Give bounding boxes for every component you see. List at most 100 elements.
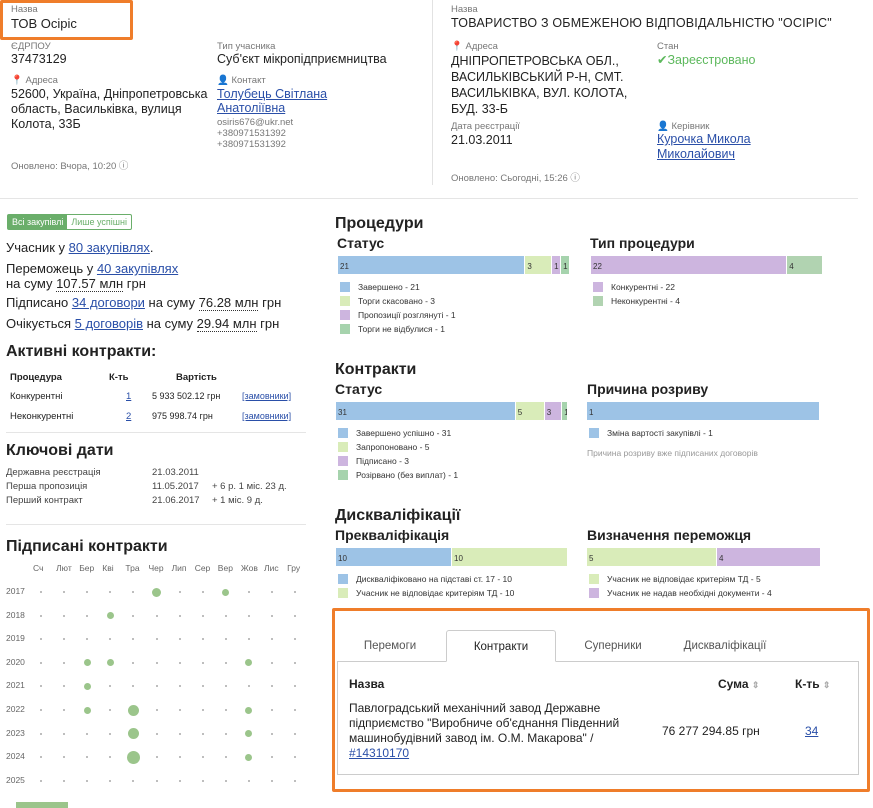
signed-link[interactable]: 34 договори bbox=[71, 295, 145, 310]
empty-month-dot bbox=[109, 591, 112, 593]
winner-link[interactable]: 40 закупівлях bbox=[96, 261, 179, 276]
month-label: Чер bbox=[148, 563, 164, 573]
tab-contracts[interactable]: Контракти bbox=[446, 630, 556, 662]
col-name-header[interactable]: Назва bbox=[349, 677, 385, 691]
head-link[interactable]: Курочка Микола Миколайович bbox=[657, 132, 751, 161]
empty-month-dot bbox=[201, 709, 204, 711]
empty-month-dot bbox=[86, 638, 89, 641]
proc-status-legend-item: Торги скасовано - 3 bbox=[340, 296, 435, 306]
signed-month-dot[interactable] bbox=[127, 728, 139, 740]
proc-type-title: Тип процедури bbox=[590, 235, 695, 251]
contact-label: 👤 Контакт bbox=[217, 75, 266, 86]
col-sum-header[interactable]: Сума ⇕ bbox=[718, 677, 760, 691]
help-icon[interactable]: ⓘ bbox=[118, 161, 129, 172]
col-count-header[interactable]: К-ть ⇕ bbox=[795, 677, 831, 691]
disq-pre-bar-segment: 10 bbox=[336, 548, 451, 566]
empty-month-dot bbox=[178, 756, 181, 759]
contracts-status-legend-item: Підписано - 3 bbox=[338, 456, 409, 466]
empty-month-dot bbox=[294, 709, 297, 711]
signed-month-dot[interactable] bbox=[83, 682, 91, 690]
month-label: Кві bbox=[102, 563, 114, 573]
tab-disqualifications[interactable]: Дискваліфікації bbox=[683, 640, 767, 652]
empty-month-dot bbox=[178, 779, 181, 782]
help-icon[interactable]: ⓘ bbox=[570, 173, 580, 184]
empty-month-dot bbox=[224, 661, 227, 664]
proc-status-bar-segment: 21 bbox=[338, 256, 525, 274]
status-value: ✔Зареєстровано bbox=[657, 53, 756, 67]
empty-month-dot bbox=[201, 661, 204, 664]
signed-month-dot[interactable] bbox=[245, 659, 253, 667]
empty-month-dot bbox=[63, 779, 66, 782]
tab-competitors[interactable]: Суперники bbox=[584, 640, 642, 652]
contracts-reason-title: Причина розриву bbox=[587, 381, 709, 397]
signed-month-dot[interactable] bbox=[126, 750, 140, 764]
empty-month-dot bbox=[294, 661, 297, 664]
year-label: 2017 bbox=[6, 586, 25, 596]
signed-month-dot[interactable] bbox=[245, 730, 253, 738]
contact-name-link[interactable]: Толубець Світлана Анатоліївна bbox=[217, 87, 328, 115]
proc-type-legend-item: Конкурентні - 22 bbox=[593, 282, 675, 292]
year-label: 2019 bbox=[6, 633, 25, 644]
empty-month-dot bbox=[178, 661, 181, 664]
empty-month-dot bbox=[109, 709, 112, 711]
customers-link[interactable]: [замовники] bbox=[242, 411, 292, 421]
header-bottom-divider bbox=[0, 198, 858, 199]
customers-link[interactable]: [замовники] bbox=[242, 391, 292, 401]
disq-win-legend-item: Учасник не надав необхідні документи - 4 bbox=[589, 588, 772, 598]
proc-type-legend-item: Неконкурентні - 4 bbox=[593, 296, 680, 306]
signed-month-dot[interactable] bbox=[106, 612, 114, 620]
empty-month-dot bbox=[40, 638, 42, 641]
check-icon: ✔ bbox=[657, 53, 668, 67]
signed-month-dot[interactable] bbox=[245, 706, 253, 714]
empty-month-dot bbox=[40, 709, 42, 711]
signed-month-dot[interactable] bbox=[127, 704, 139, 716]
empty-month-dot bbox=[63, 756, 66, 759]
empty-month-dot bbox=[294, 638, 297, 641]
sort-icon[interactable]: ⇕ bbox=[751, 680, 760, 690]
contracts-status-bar-segment: 31 bbox=[336, 402, 515, 420]
month-label: Бер bbox=[79, 563, 95, 573]
address-value: 52600, Україна, Дніпропетровська область… bbox=[11, 87, 208, 131]
tabs-highlight-box bbox=[332, 608, 870, 792]
filter-won-button[interactable]: Лише успішні bbox=[71, 217, 127, 227]
signed-month-dot[interactable] bbox=[83, 659, 91, 667]
empty-month-dot bbox=[201, 779, 204, 782]
empty-month-dot bbox=[155, 756, 158, 759]
proc-type-bar-segment: 4 bbox=[787, 256, 822, 274]
signed-month-dot[interactable] bbox=[152, 587, 161, 597]
disq-win-title: Визначення переможця bbox=[587, 527, 752, 543]
empty-month-dot bbox=[63, 685, 66, 688]
month-label: Тра bbox=[125, 563, 140, 573]
empty-month-dot bbox=[86, 756, 89, 759]
signed-month-dot[interactable] bbox=[245, 753, 253, 761]
expected-link[interactable]: 5 договорів bbox=[74, 316, 143, 331]
filter-all-button[interactable]: Всі закупівлі bbox=[8, 215, 68, 229]
active-count-link[interactable]: 1 bbox=[126, 391, 132, 402]
proc-type-bar-segment: 22 bbox=[591, 256, 787, 274]
tab-wins[interactable]: Перемоги bbox=[363, 640, 417, 652]
empty-month-dot bbox=[224, 709, 227, 711]
empty-month-dot bbox=[247, 591, 250, 593]
empty-month-dot bbox=[201, 614, 204, 617]
reason-note: Причина розриву вже підписаних договорів bbox=[587, 448, 758, 458]
map-pin-icon: 📍 bbox=[11, 75, 23, 86]
empty-month-dot bbox=[109, 779, 112, 782]
signed-month-dot[interactable] bbox=[106, 659, 114, 667]
signed-month-dot[interactable] bbox=[222, 588, 230, 596]
row-count-link[interactable]: 34 bbox=[805, 724, 819, 738]
participant-link[interactable]: 80 закупівлях bbox=[68, 240, 150, 255]
sort-icon[interactable]: ⇕ bbox=[822, 680, 831, 690]
active-count-link[interactable]: 2 bbox=[126, 411, 132, 422]
empty-month-dot bbox=[132, 638, 135, 641]
empty-month-dot bbox=[132, 779, 135, 782]
empty-month-dot bbox=[224, 638, 227, 641]
disq-win-bar-segment: 4 bbox=[717, 548, 820, 566]
tender-link[interactable]: #14310170 bbox=[349, 746, 410, 760]
empty-month-dot bbox=[132, 685, 135, 688]
winner-line: Переможець у 40 закупівлях на суму 107.57… bbox=[6, 261, 179, 292]
proc-status-legend-item: Завершено - 21 bbox=[340, 282, 420, 292]
month-label: Гру bbox=[287, 563, 301, 573]
empty-month-dot bbox=[201, 756, 204, 759]
empty-month-dot bbox=[63, 709, 66, 711]
signed-month-dot[interactable] bbox=[83, 706, 91, 714]
